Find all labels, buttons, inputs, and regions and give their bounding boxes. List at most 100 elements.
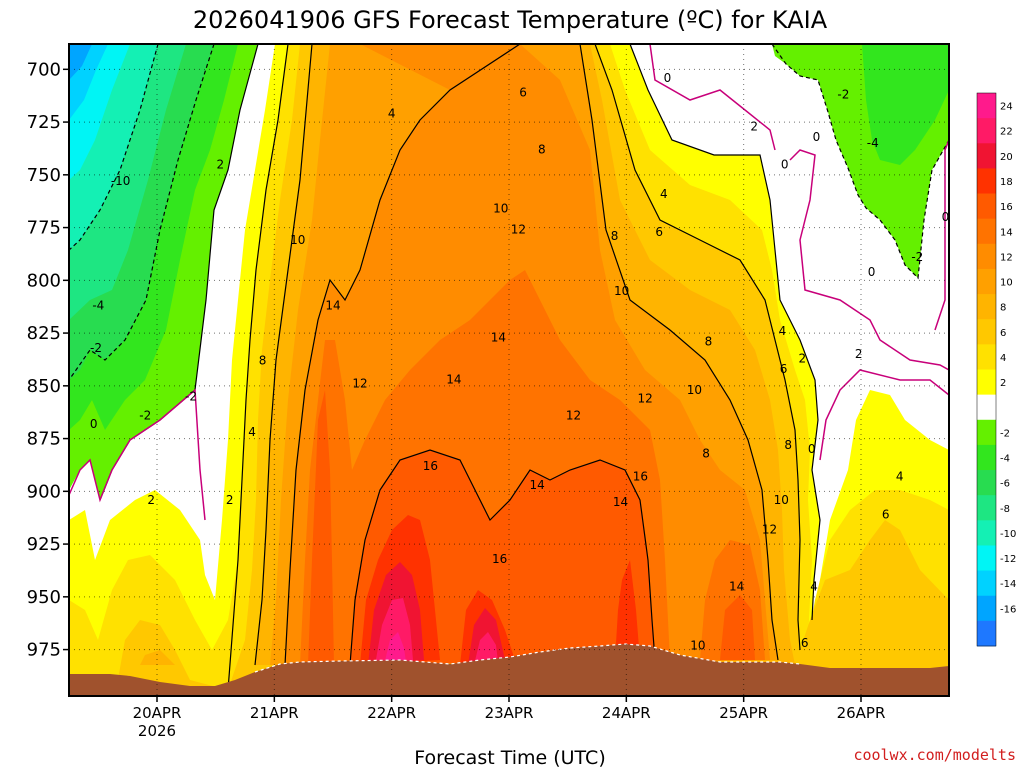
x-axis-label: Forecast Time (UTC) — [414, 747, 605, 768]
colorbar-label: 6 — [1000, 328, 1006, 339]
contour-label: 8 — [705, 335, 713, 349]
colorbar-swatch — [977, 93, 996, 119]
contour-label: 8 — [259, 354, 267, 368]
zero-contour-right-3 — [819, 369, 949, 461]
colorbar-label: 14 — [1000, 227, 1013, 238]
contour-label: 14 — [613, 495, 628, 509]
contour-label: 0 — [942, 210, 950, 224]
colorbar: 24 22 20 18 16 14 12 10 8 6 4 2 -2 -4 -6 -8 -10 -12 -14 -16 — [976, 92, 1016, 647]
x-tick-label: 24APR — [602, 704, 651, 722]
contour-label: 2 — [750, 119, 758, 133]
contour-line-minus6-left — [69, 44, 215, 381]
colorbar-swatch — [977, 294, 996, 320]
contour-label: 16 — [423, 459, 438, 473]
band-ge-24 — [384, 632, 406, 665]
colorbar-label: 18 — [1000, 177, 1013, 188]
y-tick-label: 850 — [27, 376, 61, 397]
contour-label: -2 — [139, 408, 151, 422]
contour-label: 0 — [868, 265, 876, 279]
contour-label: 14 — [530, 478, 545, 492]
colorbar-label: -14 — [1000, 579, 1016, 590]
colorbar-swatch — [977, 369, 996, 396]
contour-label: 4 — [660, 187, 668, 201]
contour-label: 14 — [325, 299, 340, 313]
colorbar-swatch — [977, 344, 996, 370]
contour-label: 8 — [611, 229, 619, 243]
colorbar-label: -6 — [1000, 479, 1010, 490]
y-tick-label: 900 — [27, 481, 61, 502]
colorbar-swatch — [977, 495, 996, 521]
contour-label: 12 — [566, 408, 581, 422]
contour-line-8 — [254, 44, 313, 666]
colorbar-swatch — [977, 570, 996, 597]
zero-contour-left — [69, 388, 206, 521]
contour-line-2-right — [629, 44, 821, 621]
contour-label: 6 — [780, 362, 788, 376]
contour-label: 2 — [855, 347, 863, 361]
colorbar-swatch — [977, 319, 996, 345]
contour-label: 4 — [388, 107, 396, 121]
contour-label: 4 — [810, 579, 818, 593]
colorbar-label: 2 — [1000, 378, 1006, 389]
contour-label: 10 — [290, 233, 305, 247]
contour-label: -2 — [837, 88, 849, 102]
y-tick-label: 800 — [27, 270, 61, 291]
zero-contour-right-1 — [649, 44, 776, 151]
contour-label: 10 — [614, 284, 629, 298]
credit-text: coolwx.com/modelts — [853, 746, 1016, 764]
y-tick-label: 775 — [27, 218, 61, 239]
contour-label: 12 — [762, 522, 777, 536]
colorbar-swatch — [977, 118, 996, 144]
contour-label: -2 — [185, 389, 197, 403]
plot-area: -10-4-2-2-222204810141241614146810121416… — [69, 44, 949, 696]
colorbar-swatch — [977, 394, 996, 421]
band-ge-18 — [360, 515, 640, 665]
contour-label: 0 — [90, 417, 98, 431]
contour-line-6-right — [594, 44, 801, 651]
band-ge-22 — [375, 598, 498, 665]
contour-label: 10 — [493, 202, 508, 216]
contour-labels: -10-4-2-2-222204810141241614146810121416… — [90, 71, 949, 653]
y-tick-label: 925 — [27, 534, 61, 555]
contour-label: 4 — [248, 425, 256, 439]
contour-label: 0 — [808, 442, 816, 456]
contour-label: 12 — [352, 377, 367, 391]
colorbar-swatch — [977, 545, 996, 571]
colorbar-swatch — [977, 444, 996, 471]
colorbar-swatch — [977, 620, 996, 647]
contour-label: 8 — [538, 143, 546, 157]
y-tick-label: 750 — [27, 165, 61, 186]
contour-label: 0 — [813, 130, 821, 144]
contour-line-minus2-right — [771, 44, 949, 280]
colorbar-label: 8 — [1000, 303, 1006, 314]
contour-label: 4 — [896, 470, 904, 484]
colorbar-swatch — [977, 193, 996, 220]
colorbar-border — [976, 92, 997, 647]
contour-label: 10 — [690, 638, 705, 652]
y-tick-label: 950 — [27, 587, 61, 608]
colorbar-label: -2 — [1000, 428, 1010, 439]
contour-label: 14 — [446, 372, 461, 386]
colorbar-swatch — [977, 595, 996, 622]
colorbar-label: 12 — [1000, 252, 1013, 263]
y-tick-label: 700 — [27, 59, 61, 80]
x-tick-label: 25APR — [719, 704, 768, 722]
colorbar-label: 22 — [1000, 127, 1013, 138]
colorbar-label: 24 — [1000, 102, 1013, 113]
y-tick-label: 875 — [27, 429, 61, 450]
colorbar-swatch — [977, 168, 996, 194]
contour-label: 14 — [729, 579, 744, 593]
colorbar-label: -8 — [1000, 504, 1010, 515]
contour-label: 0 — [781, 157, 789, 171]
contour-label: 16 — [633, 470, 648, 484]
zero-contour-right-2 — [789, 149, 949, 371]
x-tick-label: 26APR — [837, 704, 886, 722]
colorbar-swatch — [977, 470, 996, 496]
colorbar-swatch — [977, 143, 996, 169]
colorbar-label: -12 — [1000, 554, 1016, 565]
colorbar-label: 10 — [1000, 278, 1013, 289]
contour-label: 6 — [519, 86, 527, 100]
y-tick-label: 975 — [27, 640, 61, 661]
x-tick-label: 21APR — [250, 704, 299, 722]
